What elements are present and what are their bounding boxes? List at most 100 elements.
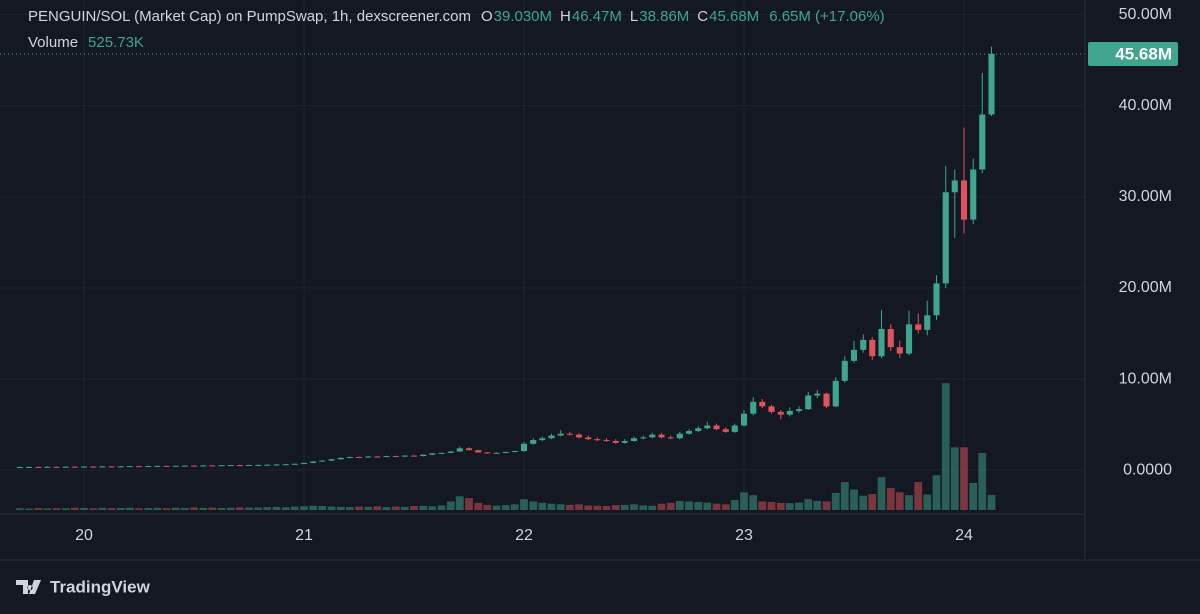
volume-bar (804, 499, 813, 510)
y-tick-label: 0.0000 (1123, 461, 1172, 478)
candle-body (181, 465, 188, 467)
volume-bar (547, 503, 556, 510)
volume-bar (730, 500, 739, 510)
candle-body (383, 456, 390, 458)
volume-bar (602, 506, 611, 510)
volume-bar (125, 507, 134, 510)
candle-body (44, 466, 51, 468)
candle-body (511, 451, 518, 453)
volume-bar (501, 505, 510, 510)
candle-body (979, 114, 986, 170)
volume-bar (34, 508, 43, 510)
volume-bar (446, 501, 455, 510)
candle-body (310, 461, 317, 463)
tradingview-logo: TradingView (16, 577, 151, 596)
volume-bar (290, 506, 299, 510)
volume-bar (116, 508, 125, 510)
volume-bar (263, 507, 272, 510)
volume-bar (281, 507, 290, 510)
candle-body (585, 437, 592, 440)
legend-key: H (560, 8, 571, 25)
legend-value: 45.68M (709, 8, 759, 25)
volume-bar (795, 502, 803, 510)
candle-body (264, 464, 271, 466)
candle-body (786, 410, 793, 415)
candle-body (108, 466, 115, 468)
x-tick-label: 20 (75, 527, 93, 544)
candle-body (172, 465, 179, 467)
candle-body (896, 347, 903, 354)
y-tick-label: 40.00M (1119, 97, 1172, 114)
candle-body (548, 435, 555, 439)
legend-key: C (697, 8, 708, 25)
volume-bar (410, 506, 418, 510)
volume-bar (61, 508, 70, 510)
candle-body (704, 425, 711, 429)
volume-bar (703, 502, 712, 510)
volume-bar (932, 475, 941, 510)
volume-bar (721, 504, 730, 510)
volume-bar (657, 503, 666, 510)
candle-body (988, 53, 995, 115)
candle-body (273, 464, 280, 466)
x-tick-label: 22 (515, 527, 533, 544)
candle-body (484, 452, 491, 454)
candle-body (960, 180, 968, 220)
volume-bar (850, 489, 858, 510)
volume-bar (254, 507, 263, 510)
volume-bar (712, 503, 721, 510)
candle-body (823, 393, 830, 407)
volume-bar (98, 507, 107, 510)
candle-body (438, 452, 445, 454)
candle-body (942, 192, 949, 284)
candle-body (814, 393, 821, 396)
candle-body (355, 456, 363, 458)
candle-body (163, 465, 170, 467)
volume-bar (675, 500, 684, 510)
volume-bar (492, 505, 501, 510)
volume-bar (868, 494, 877, 510)
volume-bar (666, 502, 675, 510)
candle-body (255, 464, 262, 466)
volume-bar (171, 507, 180, 510)
candle-body (740, 413, 748, 426)
legend-value: 38.86M (639, 8, 689, 25)
grid (0, 0, 1085, 513)
candle-body (493, 452, 500, 454)
candle-body (154, 465, 161, 467)
volume-bar (538, 502, 547, 510)
candle-body (905, 324, 913, 354)
volume-bar (107, 508, 116, 510)
last-price-label: 45.68M (1115, 44, 1172, 63)
volume-bar (245, 507, 253, 510)
candle-body (658, 434, 665, 438)
volume-bar (950, 447, 959, 510)
candle-body (621, 441, 628, 443)
volume-bar (43, 508, 52, 510)
volume-bar (70, 507, 79, 510)
volume-bar (318, 506, 327, 510)
volume-bar (373, 506, 382, 510)
volume-bar (300, 506, 308, 510)
volume-bar (941, 383, 950, 510)
candle-body (612, 441, 619, 443)
volume-pane (15, 383, 996, 510)
candle-body (291, 463, 298, 465)
volume-bar (575, 504, 583, 510)
candle-body (117, 466, 124, 468)
candle-body (227, 465, 234, 467)
volume-bar (776, 502, 785, 510)
volume-bar (355, 506, 363, 510)
volume-bar (685, 501, 693, 510)
volume-bar (740, 492, 748, 510)
candle-body (53, 466, 60, 468)
volume-bar (428, 506, 437, 510)
volume-bar (859, 495, 868, 510)
volume-bar (382, 507, 391, 510)
volume-bar (648, 505, 657, 510)
volume-bar (483, 504, 492, 510)
candle-body (420, 454, 427, 457)
candle-body (530, 440, 537, 444)
